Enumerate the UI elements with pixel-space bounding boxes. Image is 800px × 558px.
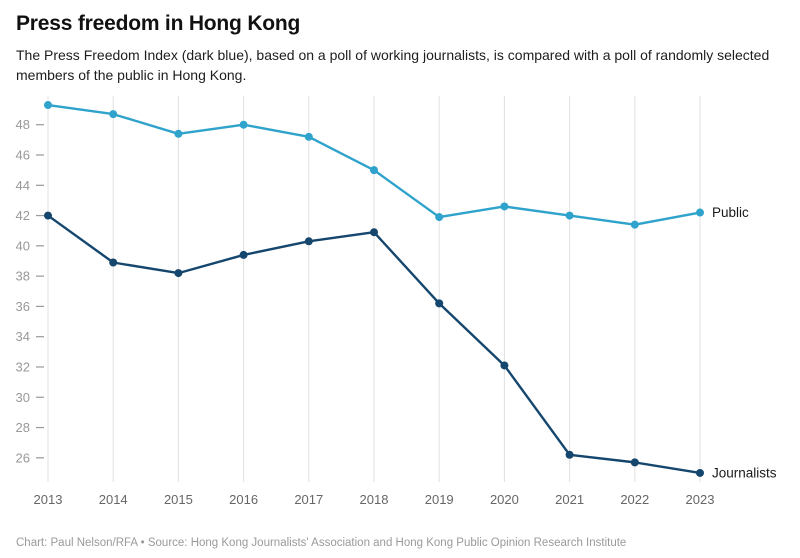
data-point-public <box>370 165 378 174</box>
data-point-journalists <box>630 458 639 467</box>
data-point-journalists <box>44 211 52 220</box>
x-axis-label: 2018 <box>360 492 389 507</box>
line-chart-svg: 2013 2014 2015 2016 2017 2018 2019 2020 2021 2022… <box>16 95 777 507</box>
data-point-public <box>435 212 444 221</box>
y-tick-label: 38 <box>16 268 30 283</box>
y-tick-label: 44 <box>16 178 30 193</box>
y-tick-label: 36 <box>16 299 30 314</box>
x-axis-label: 2023 <box>686 492 715 507</box>
data-point-public <box>565 211 574 220</box>
x-axis-label: 2017 <box>294 492 323 507</box>
y-tick-label: 32 <box>16 359 30 374</box>
data-point-journalists <box>435 299 444 308</box>
data-point-journalists <box>565 450 574 459</box>
data-point-journalists <box>304 237 313 246</box>
y-tick-label: 40 <box>16 238 30 253</box>
chart-header: Press freedom in Hong Kong The Press Fre… <box>0 0 800 86</box>
series-end-label-public: Public <box>712 205 749 220</box>
y-tick-label: 28 <box>16 420 30 435</box>
x-axis-label: 2013 <box>34 492 63 507</box>
y-tick-label: 46 <box>16 147 30 162</box>
data-point-journalists <box>696 468 704 477</box>
data-point-public <box>500 202 509 211</box>
y-tick-label: 34 <box>16 329 30 344</box>
y-tick-label: 48 <box>16 117 30 132</box>
data-point-public <box>630 220 639 229</box>
x-axis-label: 2016 <box>229 492 258 507</box>
data-point-public <box>174 129 183 138</box>
data-point-journalists <box>109 258 118 267</box>
data-point-public <box>44 100 52 109</box>
x-axis-label: 2020 <box>490 492 519 507</box>
x-axis-label: 2019 <box>425 492 454 507</box>
data-point-public <box>304 132 313 141</box>
x-axis-label: 2021 <box>555 492 584 507</box>
y-tick-label: 30 <box>16 390 30 405</box>
x-axis-label: 2015 <box>164 492 193 507</box>
data-point-journalists <box>174 268 183 277</box>
data-point-journalists <box>239 250 248 259</box>
data-point-journalists <box>500 361 509 370</box>
chart-credit: Chart: Paul Nelson/RFA • Source: Hong Ko… <box>16 537 627 549</box>
x-axis-label: 2014 <box>99 492 128 507</box>
x-axis-label: 2022 <box>620 492 649 507</box>
data-point-journalists <box>370 227 378 236</box>
y-tick-label: 42 <box>16 208 30 223</box>
line-chart: 2013 2014 2015 2016 2017 2018 2019 2020 2021 2022… <box>0 90 800 517</box>
chart-title: Press freedom in Hong Kong <box>16 12 301 35</box>
y-tick-label: 26 <box>16 450 30 465</box>
data-point-public <box>239 120 248 129</box>
data-point-public <box>696 208 704 217</box>
chart-subtitle: The Press Freedom Index (dark blue), bas… <box>16 47 770 83</box>
data-point-public <box>109 109 118 118</box>
series-end-label-journalists: Journalists <box>712 465 777 480</box>
